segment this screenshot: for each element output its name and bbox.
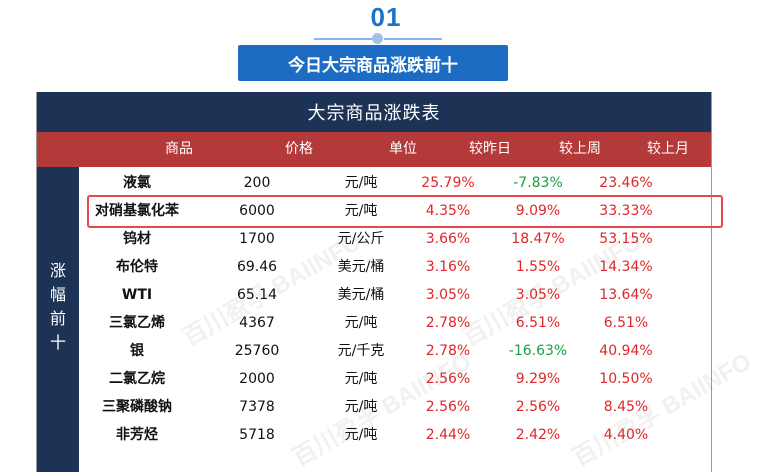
cell-vs-last-week: -16.63% bbox=[508, 343, 568, 359]
col-header-vs-last-month: 较上月 bbox=[647, 141, 689, 157]
table-header-row: 商品 价格 单位 较昨日 较上周 较上月 bbox=[37, 132, 711, 167]
side-label-char: 幅 bbox=[49, 285, 66, 304]
cell-price: 69.46 bbox=[236, 259, 278, 275]
col-header-unit: 单位 bbox=[389, 141, 417, 157]
table-row: 二氯乙烷 2000 元/吨 2.56% 9.29% 10.50% bbox=[37, 365, 711, 393]
banner-title: 今日大宗商品涨跌前十 bbox=[288, 55, 458, 76]
side-label-char: 前 bbox=[49, 309, 66, 328]
commodity-table: 大宗商品涨跌表 商品 价格 单位 较昨日 较上周 较上月 涨 幅 前 十 液氯 2… bbox=[36, 92, 712, 472]
section-dot bbox=[372, 33, 383, 44]
cell-price: 65.14 bbox=[236, 287, 278, 303]
cell-price: 25760 bbox=[234, 343, 280, 359]
cell-unit: 美元/桶 bbox=[337, 259, 385, 275]
cell-vs-last-month: 4.40% bbox=[603, 427, 649, 443]
cell-commodity: 三氯乙烯 bbox=[109, 315, 165, 331]
table-row: 布伦特 69.46 美元/桶 3.16% 1.55% 14.34% bbox=[37, 253, 711, 281]
cell-unit: 元/吨 bbox=[344, 175, 378, 191]
cell-price: 4367 bbox=[239, 315, 275, 331]
cell-vs-last-week: 9.29% bbox=[515, 371, 561, 387]
side-label-char: 十 bbox=[49, 333, 66, 352]
col-header-commodity: 商品 bbox=[165, 141, 193, 157]
cell-vs-last-month: 10.50% bbox=[599, 371, 653, 387]
section-rule-right bbox=[384, 38, 442, 40]
cell-commodity: 对硝基氯化苯 bbox=[95, 203, 179, 219]
cell-vs-last-month: 14.34% bbox=[599, 259, 653, 275]
cell-commodity: 二氯乙烷 bbox=[109, 371, 165, 387]
cell-vs-yesterday: 2.56% bbox=[425, 371, 471, 387]
cell-vs-last-month: 8.45% bbox=[603, 399, 649, 415]
cell-vs-last-week: -7.83% bbox=[513, 175, 563, 191]
table-row: 钨材 1700 元/公斤 3.66% 18.47% 53.15% bbox=[37, 225, 711, 253]
cell-vs-yesterday: 2.56% bbox=[425, 399, 471, 415]
cell-unit: 元/吨 bbox=[344, 371, 378, 387]
table-row: WTI 65.14 美元/桶 3.05% 3.05% 13.64% bbox=[37, 281, 711, 309]
cell-vs-last-month: 53.15% bbox=[599, 231, 653, 247]
cell-price: 200 bbox=[243, 175, 271, 191]
cell-unit: 美元/桶 bbox=[337, 287, 385, 303]
section-rule-left bbox=[314, 38, 372, 40]
table-row: 银 25760 元/千克 2.78% -16.63% 40.94% bbox=[37, 337, 711, 365]
cell-vs-last-month: 40.94% bbox=[599, 343, 653, 359]
cell-unit: 元/吨 bbox=[344, 427, 378, 443]
cell-vs-last-month: 6.51% bbox=[603, 315, 649, 331]
table-row: 非芳烃 5718 元/吨 2.44% 2.42% 4.40% bbox=[37, 421, 711, 449]
cell-vs-last-month: 33.33% bbox=[599, 203, 653, 219]
cell-vs-yesterday: 2.78% bbox=[425, 315, 471, 331]
cell-unit: 元/吨 bbox=[344, 203, 378, 219]
cell-commodity: 液氯 bbox=[123, 175, 151, 191]
col-header-vs-last-week: 较上周 bbox=[559, 141, 601, 157]
cell-price: 6000 bbox=[239, 203, 275, 219]
cell-vs-yesterday: 25.79% bbox=[421, 175, 475, 191]
table-title: 大宗商品涨跌表 bbox=[37, 92, 711, 132]
cell-commodity: WTI bbox=[121, 287, 153, 303]
cell-vs-yesterday: 3.05% bbox=[425, 287, 471, 303]
cell-commodity: 钨材 bbox=[123, 231, 151, 247]
table-row: 三聚磷酸钠 7378 元/吨 2.56% 2.56% 8.45% bbox=[37, 393, 711, 421]
cell-price: 2000 bbox=[239, 371, 275, 387]
cell-vs-last-month: 23.46% bbox=[599, 175, 653, 191]
cell-vs-last-week: 3.05% bbox=[515, 287, 561, 303]
col-header-vs-yesterday: 较昨日 bbox=[469, 141, 511, 157]
cell-price: 5718 bbox=[239, 427, 275, 443]
cell-vs-yesterday: 2.44% bbox=[425, 427, 471, 443]
cell-commodity: 布伦特 bbox=[116, 259, 158, 275]
cell-vs-last-week: 9.09% bbox=[515, 203, 561, 219]
cell-vs-yesterday: 3.16% bbox=[425, 259, 471, 275]
cell-vs-last-month: 13.64% bbox=[599, 287, 653, 303]
table-row: 三氯乙烯 4367 元/吨 2.78% 6.51% 6.51% bbox=[37, 309, 711, 337]
cell-unit: 元/吨 bbox=[344, 399, 378, 415]
cell-commodity: 银 bbox=[130, 343, 144, 359]
cell-vs-last-week: 2.56% bbox=[515, 399, 561, 415]
cell-vs-yesterday: 2.78% bbox=[425, 343, 471, 359]
cell-vs-last-week: 2.42% bbox=[515, 427, 561, 443]
cell-unit: 元/吨 bbox=[344, 315, 378, 331]
cell-price: 1700 bbox=[239, 231, 275, 247]
cell-vs-yesterday: 4.35% bbox=[425, 203, 471, 219]
section-banner: 今日大宗商品涨跌前十 bbox=[238, 45, 508, 81]
side-label-top-ten: 涨 幅 前 十 bbox=[37, 167, 79, 472]
side-label-char: 涨 bbox=[49, 261, 66, 280]
cell-unit: 元/千克 bbox=[337, 343, 385, 359]
cell-vs-last-week: 1.55% bbox=[515, 259, 561, 275]
table-row: 对硝基氯化苯 6000 元/吨 4.35% 9.09% 33.33% bbox=[37, 197, 711, 225]
cell-vs-last-week: 18.47% bbox=[511, 231, 565, 247]
highlighted-row-box bbox=[87, 195, 723, 228]
cell-vs-yesterday: 3.66% bbox=[425, 231, 471, 247]
cell-unit: 元/公斤 bbox=[337, 231, 385, 247]
cell-vs-last-week: 6.51% bbox=[515, 315, 561, 331]
cell-price: 7378 bbox=[239, 399, 275, 415]
section-number: 01 bbox=[370, 2, 402, 32]
cell-commodity: 三聚磷酸钠 bbox=[102, 399, 172, 415]
cell-commodity: 非芳烃 bbox=[116, 427, 158, 443]
col-header-price: 价格 bbox=[285, 141, 313, 157]
table-row: 液氯 200 元/吨 25.79% -7.83% 23.46% bbox=[37, 169, 711, 197]
